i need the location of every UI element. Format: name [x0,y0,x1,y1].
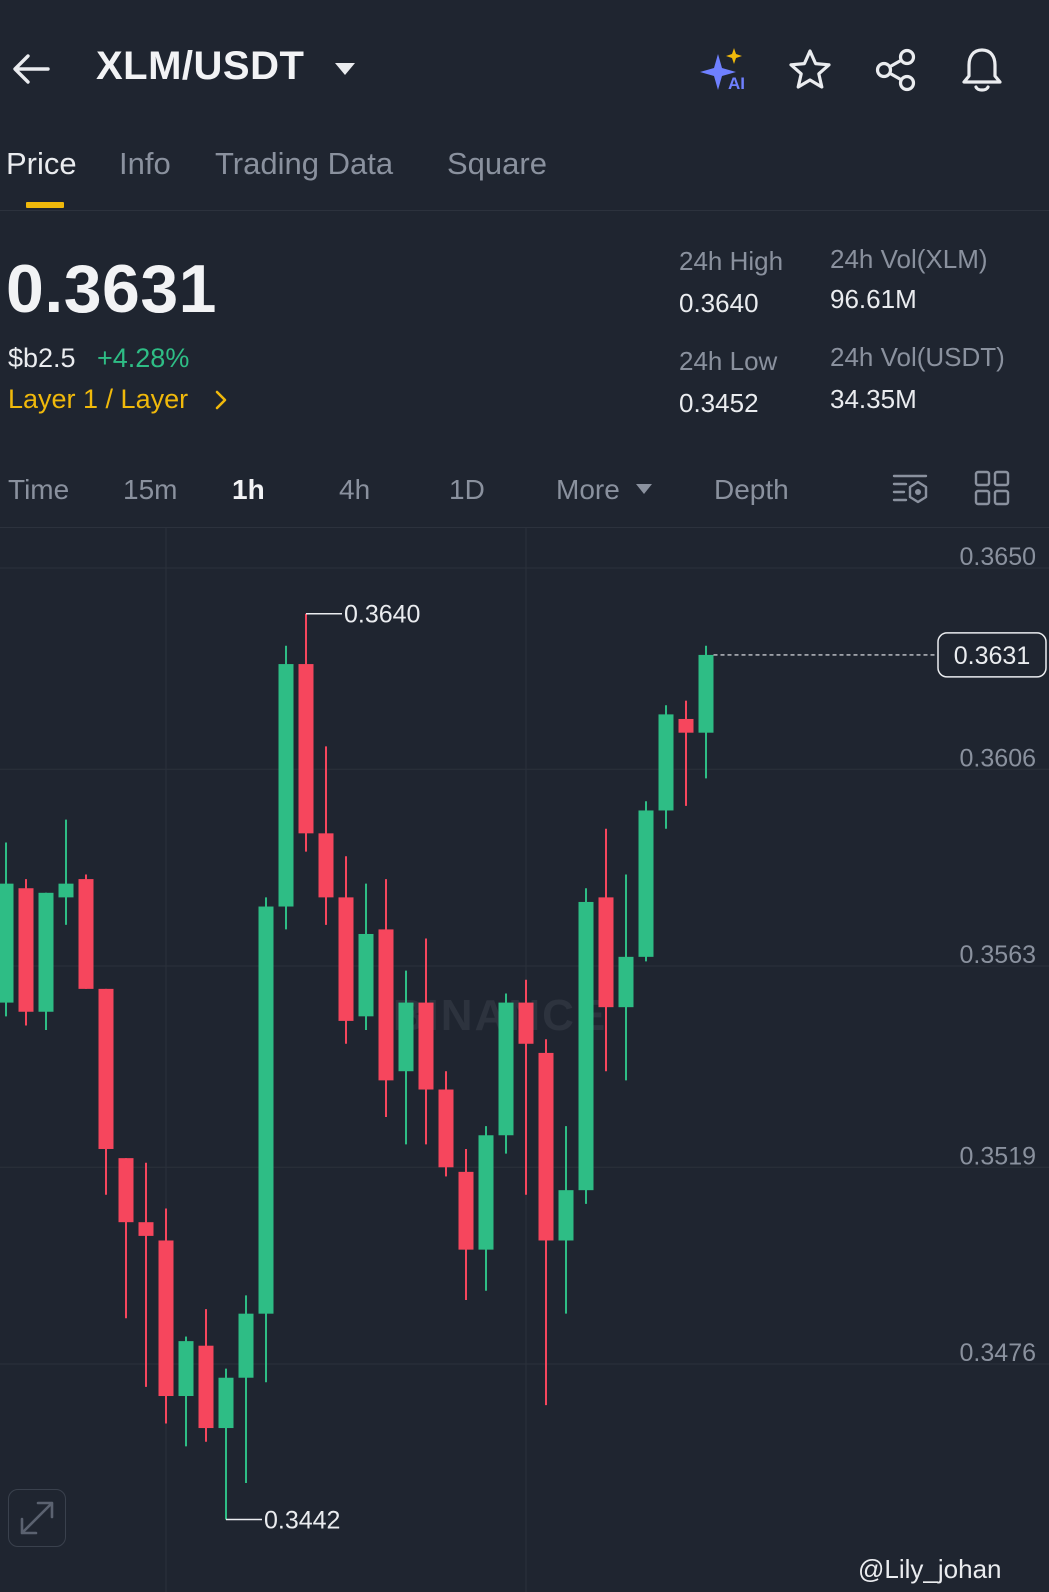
share-icon[interactable] [874,48,918,92]
pair-dropdown-caret-icon[interactable] [334,62,356,76]
candle-body [438,1089,454,1168]
candle-body [678,718,694,733]
last-price-box-label: 0.3631 [954,642,1030,670]
bell-icon[interactable] [960,46,1004,94]
interval-4h[interactable]: 4h [339,474,371,505]
interval-15m[interactable]: 15m [123,474,178,505]
candle-body [0,883,14,1003]
last-price-box [937,632,1047,678]
candle-body [18,888,34,1012]
candle-body [218,1377,234,1429]
candle-body [178,1341,194,1397]
more-caret-icon[interactable] [636,484,652,494]
active-tab-indicator [26,202,64,208]
candle-body [638,810,654,957]
candle-body [418,1002,434,1090]
ai-sparkle-icon[interactable]: AI [700,46,750,94]
depth-tab[interactable]: Depth [714,474,789,505]
candle-body [118,1158,134,1223]
candle-body [538,1052,554,1241]
candle-body [498,1002,514,1136]
fiat-price: $b2.5 [8,343,76,373]
y-tick-label: 0.3606 [960,744,1036,772]
candle-body [198,1345,214,1429]
stat-24h-vol-base-label: 24h Vol(XLM) [830,244,988,274]
stat-24h-high-label: 24h High [679,246,784,276]
pair-title[interactable]: XLM/USDT [96,44,305,88]
tab-trading-data[interactable]: Trading Data [215,146,394,181]
candle-body [38,892,54,1012]
candle-body [58,883,74,898]
low-marker-label: 0.3442 [264,1507,340,1535]
stat-24h-low-label: 24h Low [679,346,778,376]
candle-body [698,654,714,733]
tab-info[interactable]: Info [119,146,171,181]
last-price: 0.3631 [6,251,217,327]
stat-24h-vol-quote-value: 34.35M [830,384,917,414]
candle-body [138,1222,154,1236]
category-tag-link[interactable]: Layer 1 / Layer [8,384,189,414]
expand-arrows-icon [20,1501,53,1534]
stat-24h-vol-base-value: 96.61M [830,284,917,314]
interval-1h[interactable]: 1h [232,474,265,505]
candle-body [398,1002,414,1072]
change-percent: +4.28% [97,343,190,373]
candle-body [518,1002,534,1044]
back-arrow-icon[interactable] [10,46,54,90]
interval-time[interactable]: Time [8,474,70,505]
ai-badge-label: AI [728,74,745,93]
fullscreen-expand-button[interactable] [8,1489,66,1547]
stat-24h-high-value: 0.3640 [679,288,759,318]
y-tick-label: 0.3476 [960,1339,1036,1367]
candle-body [238,1313,254,1378]
interval-divider [0,527,1049,528]
interval-1d[interactable]: 1D [449,474,485,505]
chevron-right-icon[interactable] [214,389,228,411]
candle-body [478,1135,494,1250]
candle-body [458,1171,474,1250]
candle-body [258,906,274,1314]
stat-24h-low-value: 0.3452 [679,388,759,418]
tabs-divider [0,210,1049,211]
candle-body [298,664,314,834]
candle-body [158,1240,174,1397]
tab-price[interactable]: Price [6,146,77,181]
candle-body [78,879,94,989]
watermark-credit: @Lily_johan [858,1554,1002,1584]
indicator-settings-icon[interactable] [892,470,930,508]
candle-body [358,933,374,1017]
tab-square[interactable]: Square [447,146,547,181]
candle-body [618,956,634,1008]
candle-body [578,901,594,1191]
candlestick-chart[interactable]: 0.36500.36060.35630.35190.3476BINANCE0.3… [0,528,1049,1592]
y-tick-label: 0.3519 [960,1142,1036,1170]
candle-body [338,897,354,1021]
interval-more[interactable]: More [556,474,620,505]
y-tick-label: 0.3563 [960,941,1036,969]
candle-body [378,929,394,1081]
y-tick-label: 0.3650 [960,543,1036,571]
high-marker-label: 0.3640 [344,601,420,629]
candle-body [598,897,614,1008]
stat-24h-vol-quote-label: 24h Vol(USDT) [830,342,1005,372]
candle-body [98,988,114,1149]
candle-body [558,1190,574,1241]
candle-body [658,714,674,811]
star-icon[interactable] [788,48,832,92]
candle-body [278,664,294,907]
grid-layout-icon[interactable] [974,470,1010,506]
candle-body [318,833,334,898]
